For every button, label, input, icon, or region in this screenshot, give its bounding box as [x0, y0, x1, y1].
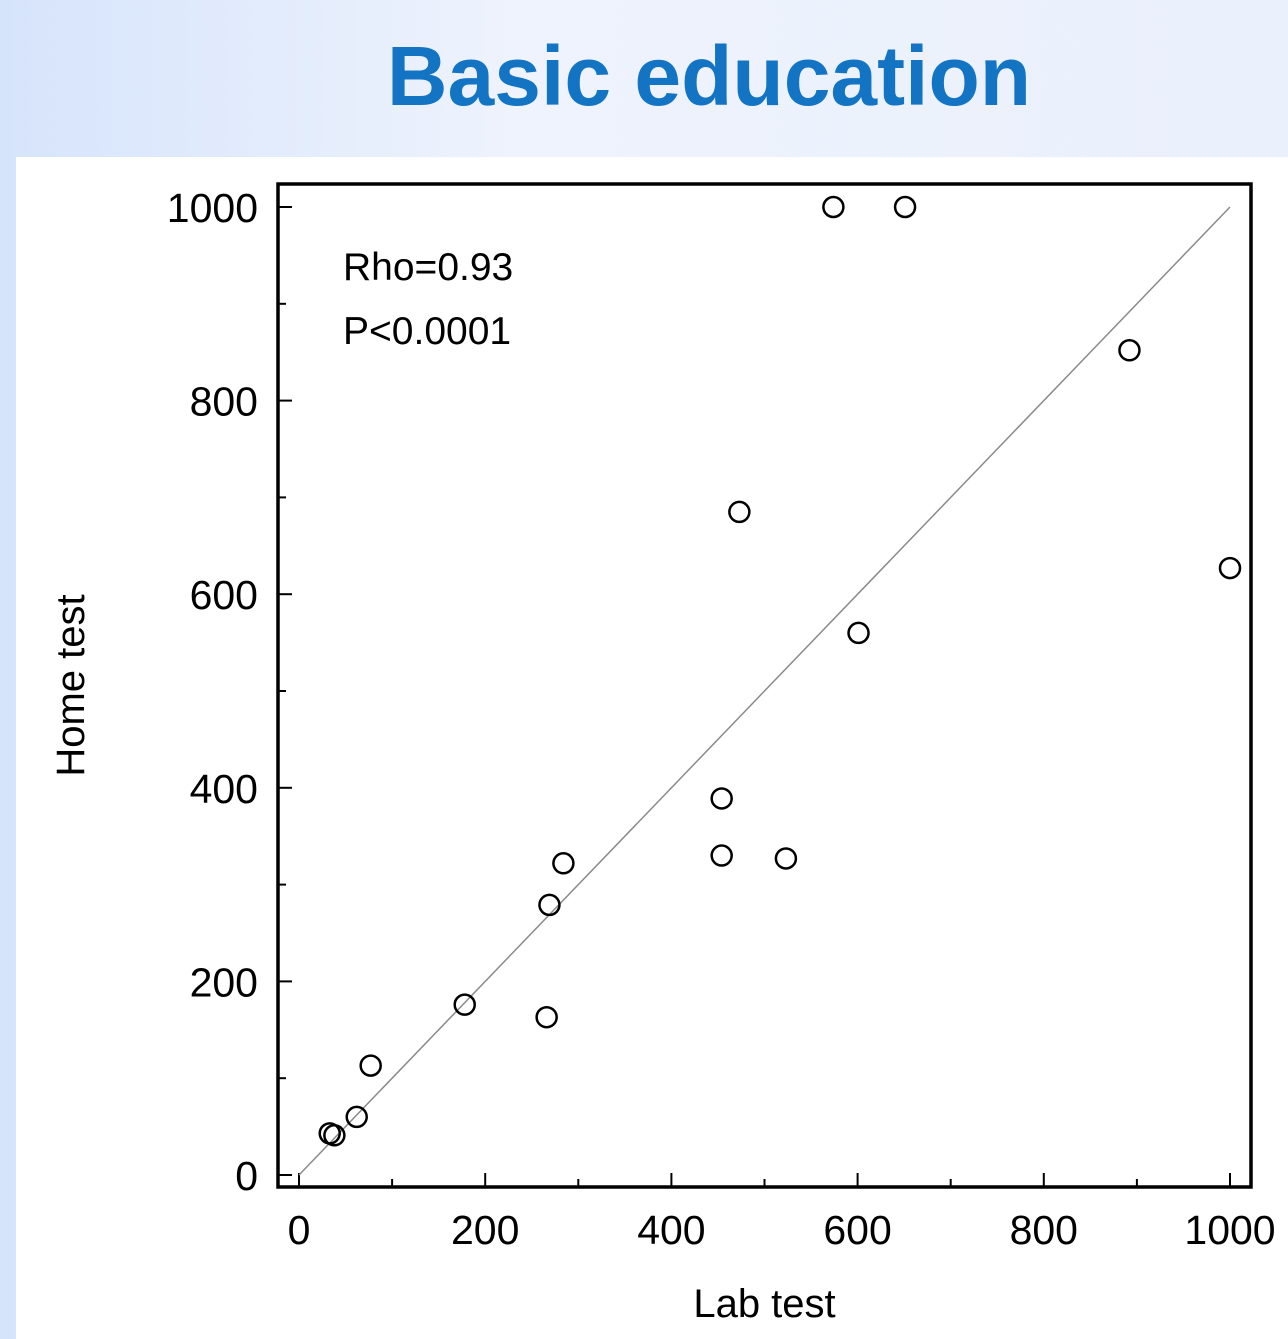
data-point	[538, 893, 561, 917]
x-tick-label: 1000	[1184, 1207, 1275, 1253]
x-tick-label: 400	[637, 1207, 705, 1253]
y-axis-label: Home test	[49, 594, 93, 776]
y-tick-label: 0	[235, 1153, 258, 1199]
reference-line	[298, 206, 1231, 1176]
x-tick-label: 600	[823, 1207, 891, 1253]
data-point	[453, 993, 476, 1016]
page-title: Basic education	[386, 29, 1032, 123]
data-point	[323, 1124, 346, 1147]
data-point	[552, 852, 575, 875]
data-point	[893, 195, 917, 219]
data-point	[774, 847, 798, 870]
annotation-p-value: P<0.0001	[343, 310, 511, 353]
data-point	[710, 787, 733, 810]
y-tick-label: 800	[190, 379, 258, 425]
data-point	[728, 500, 751, 524]
data-point	[710, 844, 733, 867]
annotation-rho: Rho=0.93	[343, 246, 513, 289]
data-point	[847, 621, 870, 645]
axis-ticks: 0 200 400 600 800 1000 0 200 400 600 800 1000	[167, 185, 1276, 1253]
x-tick-label: 200	[451, 1207, 519, 1253]
chart-panel: 0 200 400 600 800 1000 0 200 400 600 800 1000 Rho=0…	[16, 157, 1288, 1339]
y-tick-label: 200	[190, 959, 258, 1005]
x-tick-label: 0	[288, 1207, 311, 1253]
data-point	[822, 195, 845, 219]
data-point	[345, 1105, 368, 1129]
plot-frame	[276, 182, 1253, 1189]
y-tick-label: 600	[190, 572, 258, 618]
data-point	[1218, 556, 1242, 580]
x-tick-label: 800	[1010, 1207, 1078, 1253]
data-point	[535, 1005, 558, 1029]
y-tick-label: 1000	[167, 185, 258, 231]
data-point	[1118, 339, 1141, 362]
scatter-chart: 0 200 400 600 800 1000 0 200 400 600 800 1000 Rho=0…	[49, 182, 1276, 1326]
x-axis-label: Lab test	[693, 1282, 835, 1326]
data-point	[359, 1054, 382, 1077]
y-tick-label: 400	[190, 766, 258, 812]
data-points	[318, 195, 1242, 1147]
